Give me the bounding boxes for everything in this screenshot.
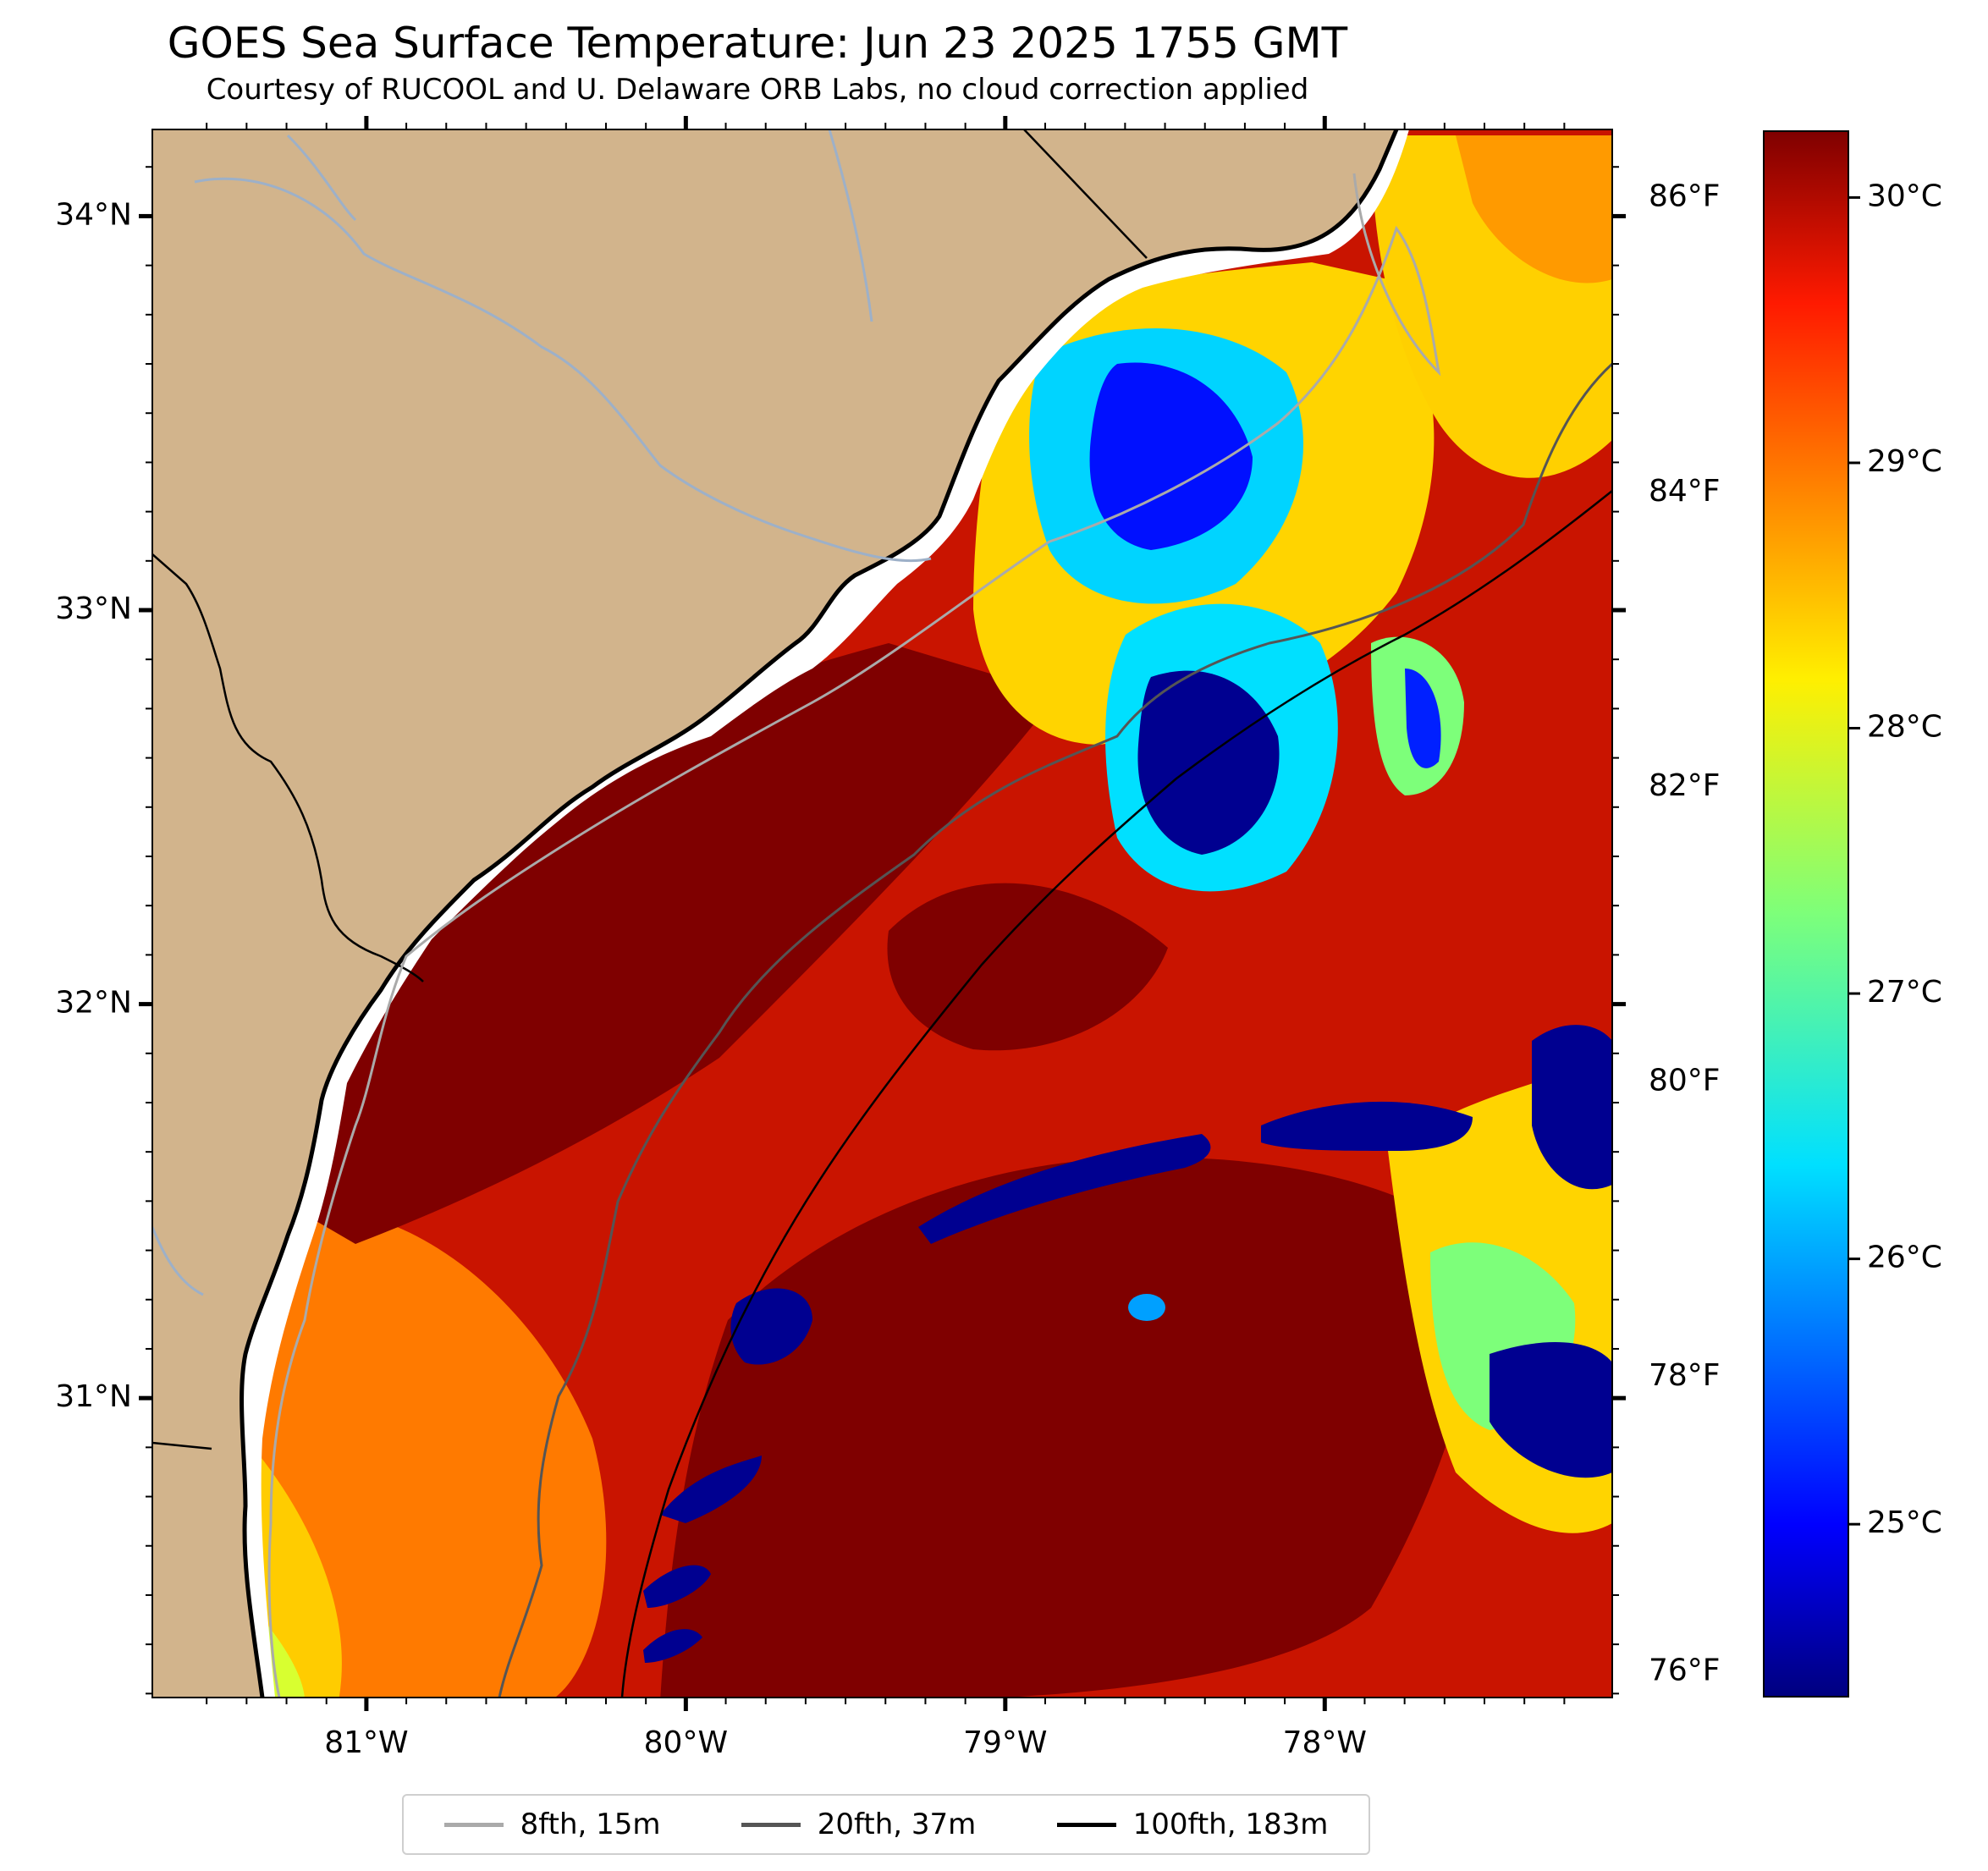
river-4 xyxy=(828,129,873,322)
river-1 xyxy=(194,177,932,563)
legend-item: 100fth, 183m xyxy=(1056,1808,1329,1841)
map-frame xyxy=(151,129,1613,1698)
coastline xyxy=(240,129,1399,1698)
east-dark-blue-patch xyxy=(1137,670,1280,855)
map-axis-ticks: 34°N 33°N 32°N 31°N 81°W 80°W 79°W 78°W xyxy=(55,116,1626,1760)
river-3 xyxy=(152,1226,204,1296)
east-edge-dark-blue-patch xyxy=(1532,1025,1612,1190)
gulf-stream-warm-core xyxy=(660,1157,1476,1698)
lat-tick-label: 31°N xyxy=(55,1379,132,1414)
colorbar-celsius-label: 26°C xyxy=(1867,1241,1942,1275)
lon-tick-label: 78°W xyxy=(1283,1725,1367,1760)
colorbar-celsius-label: 28°C xyxy=(1867,710,1942,745)
state-border-nc-sc xyxy=(1023,129,1148,259)
colorbar-fahrenheit-label: 76°F xyxy=(1649,1653,1721,1687)
lon-tick-label: 79°W xyxy=(963,1725,1047,1760)
state-border-ga-fl xyxy=(152,1441,212,1450)
legend-line-swatch xyxy=(443,1822,504,1827)
colorbar-fahrenheit-label: 82°F xyxy=(1649,768,1721,803)
legend-label: 20fth, 37m xyxy=(817,1808,977,1841)
land-mass xyxy=(152,129,1396,1698)
front-cold-filament-east xyxy=(1261,1101,1473,1151)
state-border-sc-ga xyxy=(152,553,424,982)
colorbar-fahrenheit-label: 78°F xyxy=(1649,1358,1721,1393)
isobath-100fth xyxy=(620,490,1612,1698)
isobath-20fth xyxy=(498,362,1612,1698)
legend-label: 100fth, 183m xyxy=(1132,1808,1329,1841)
lat-tick-label: 33°N xyxy=(55,592,132,626)
colorbar-celsius-label: 30°C xyxy=(1867,179,1942,213)
map-subtitle: Courtesy of RUCOOL and U. Delaware ORB L… xyxy=(206,73,1309,107)
map-title: GOES Sea Surface Temperature: Jun 23 202… xyxy=(167,19,1348,68)
colorbar-celsius-label: 27°C xyxy=(1867,975,1942,1010)
lat-tick-label: 34°N xyxy=(55,197,132,232)
legend-item: 20fth, 37m xyxy=(741,1808,977,1841)
south-cold-filament-1 xyxy=(660,1456,762,1523)
colorbar-celsius-label: 29°C xyxy=(1867,444,1942,479)
south-cold-filament-3 xyxy=(643,1629,702,1663)
south-cold-filament-2 xyxy=(643,1565,711,1608)
colorbar-labels: 30°C 29°C 28°C 27°C 26°C 25°C 86°F 84°F 82°F 80°F… xyxy=(1649,179,1942,1687)
legend-item: 8fth, 15m xyxy=(443,1808,661,1841)
sst-map-panel xyxy=(152,129,1612,1698)
isobath-8fth xyxy=(267,173,1441,1698)
isobath-legend: 8fth, 15m 20fth, 37m 100fth, 183m xyxy=(402,1794,1370,1855)
lon-tick-label: 80°W xyxy=(644,1725,728,1760)
front-cold-filament xyxy=(918,1134,1211,1244)
east-blue-stripe xyxy=(1405,669,1441,768)
central-warm-patch xyxy=(887,883,1168,1051)
northeast-orange-area xyxy=(1456,135,1612,283)
warm-orange-area xyxy=(254,1209,607,1698)
legend-label: 8fth, 15m xyxy=(520,1808,661,1841)
north-blue-patch xyxy=(1089,362,1253,550)
nearshore-warm-band xyxy=(254,643,1058,1244)
small-cold-eddy xyxy=(1128,1294,1165,1321)
colorbar-fahrenheit-label: 86°F xyxy=(1649,179,1721,213)
river-2 xyxy=(286,134,357,222)
colorbar-fahrenheit-label: 84°F xyxy=(1649,474,1721,509)
lon-tick-label: 81°W xyxy=(324,1725,408,1760)
legend-line-swatch xyxy=(741,1822,801,1827)
colorbar xyxy=(1763,130,1849,1698)
colorbar-fahrenheit-label: 80°F xyxy=(1649,1064,1721,1098)
southeast-dark-blue-patch xyxy=(1490,1342,1612,1478)
lat-tick-label: 32°N xyxy=(55,986,132,1021)
southwest-cold-eddy xyxy=(730,1288,812,1365)
colorbar-celsius-label: 25°C xyxy=(1867,1505,1942,1540)
legend-line-swatch xyxy=(1056,1822,1116,1827)
